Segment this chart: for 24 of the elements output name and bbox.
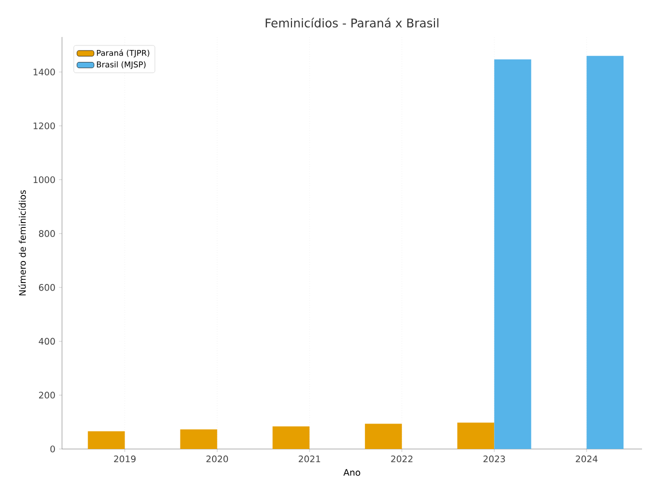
bar — [88, 431, 125, 449]
x-tick-label: 2023 — [483, 456, 505, 462]
x-tick-label: 2021 — [298, 456, 320, 462]
y-tick-label: 1200 — [34, 122, 55, 130]
x-tick-label: 2024 — [576, 456, 598, 462]
y-tick-label: 600 — [39, 284, 55, 291]
bar — [272, 426, 310, 449]
y-tick-label: 0 — [50, 446, 55, 452]
bar — [494, 59, 532, 449]
x-tick-label: 2020 — [206, 456, 228, 462]
bar — [364, 424, 402, 449]
y-axis-title: Número de feminicídios — [18, 190, 26, 296]
x-tick-label: 2022 — [391, 456, 412, 462]
bar — [180, 429, 218, 449]
bar — [457, 422, 494, 449]
bar — [586, 56, 624, 449]
y-tick-label: 800 — [38, 230, 55, 237]
chart-title: Feminicídios - Paraná x Brasil — [266, 18, 438, 28]
y-tick-label: 1000 — [34, 176, 55, 184]
y-tick-label: 1400 — [34, 68, 55, 76]
y-tick-label: 400 — [38, 338, 55, 345]
x-tick-label: 2019 — [114, 456, 136, 462]
y-tick-label: 200 — [39, 392, 55, 399]
x-axis-title: Ano — [343, 469, 360, 476]
